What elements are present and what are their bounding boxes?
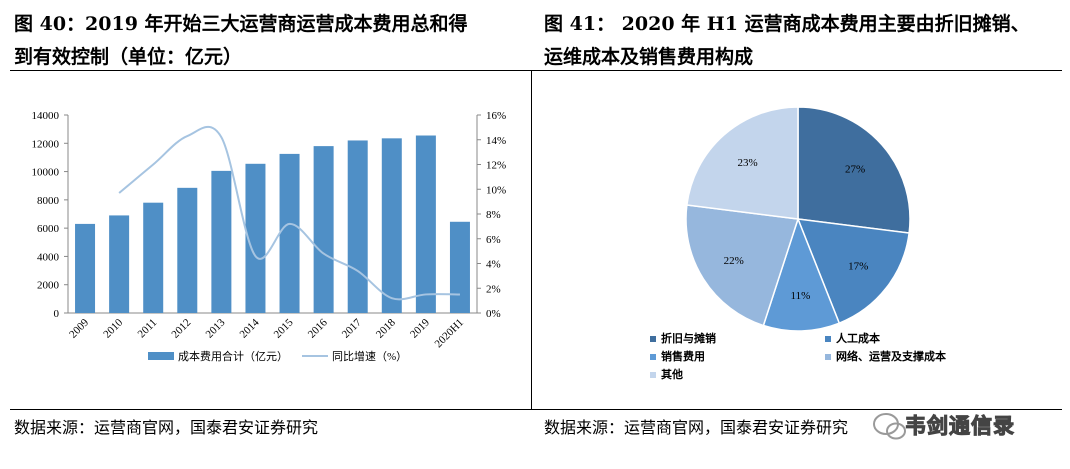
pie-legend-label: 网络、运营及支撑成本: [836, 349, 946, 363]
pie-legend-swatch: [650, 354, 656, 360]
right-title-line1: 图 41： 2020 年 H1 运营商成本费用主要由折旧摊销、: [544, 13, 1030, 35]
bottom-rule: [10, 409, 1062, 410]
wechat-icon: [873, 413, 906, 440]
x-tick-label: 2017: [340, 316, 364, 340]
bar-2013: [211, 170, 232, 313]
pie-data-label: 27%: [845, 164, 865, 176]
bar-2018: [381, 138, 402, 313]
cost-bar-line-chart: 0 2000 4000 6000 8000 10000 12000 14000 0% 2% 4% 6%…: [32, 110, 507, 363]
pie-data-label: 11%: [791, 290, 811, 302]
left-tick-label: 0: [54, 308, 60, 320]
pie-legend-swatch: [650, 336, 656, 342]
right-source-note: 数据来源：运营商官网，国泰君安证券研究: [544, 418, 849, 437]
pie-legend-swatch: [650, 372, 656, 378]
pie-data-label: 23%: [738, 157, 758, 169]
x-tick-label: 2016: [306, 316, 330, 340]
legend-bar-swatch: [148, 352, 174, 360]
bar-2012: [177, 187, 198, 313]
bar-2009: [75, 223, 96, 313]
right-tick-label: 0%: [486, 308, 501, 320]
pie-legend-swatch: [825, 354, 831, 360]
left-figure-title: 图 40：2019 年开始三大运营商运营成本费用总和得 到有效控制（单位：亿元）: [14, 8, 524, 74]
pie-legend-label: 人工成本: [836, 331, 880, 345]
left-tick-label: 14000: [32, 110, 60, 122]
right-title-line2: 运维成本及销售费用构成: [544, 46, 754, 68]
left-source-note: 数据来源：运营商官网，国泰君安证券研究: [14, 418, 319, 437]
right-tick-label: 10%: [486, 184, 506, 196]
legend-bar-label: 成本费用合计（亿元）: [178, 349, 288, 363]
x-tick-label: 2009: [67, 316, 91, 340]
x-tick-label: 2012: [169, 317, 193, 341]
legend-line-label: 同比增速（%）: [332, 349, 407, 363]
pie-data-label: 22%: [724, 255, 744, 267]
right-figure-title: 图 41： 2020 年 H1 运营商成本费用主要由折旧摊销、 运维成本及销售费…: [544, 8, 1064, 74]
watermark-text: 韦剑通信录: [905, 414, 1015, 439]
pie-slice-4: [685, 204, 799, 327]
growth-rate-line: [118, 125, 460, 301]
left-tick-label: 4000: [37, 251, 60, 263]
left-title-line1: 图 40：2019 年开始三大运营商运营成本费用总和得: [14, 13, 468, 35]
x-tick-label: 2015: [272, 316, 296, 340]
right-tick-label: 8%: [486, 209, 501, 221]
pie-legend-label: 其他: [661, 367, 683, 381]
pie-legend-label: 折旧与摊销: [661, 331, 716, 345]
pie-data-label: 17%: [848, 261, 868, 273]
bar-2019: [415, 135, 436, 313]
pie-slice-1: [797, 106, 911, 234]
bar-2016: [313, 146, 334, 313]
left-tick-label: 6000: [37, 223, 60, 235]
right-tick-label: 6%: [486, 234, 501, 246]
right-tick-label: 2%: [486, 283, 501, 295]
x-tick-label: 2019: [408, 316, 432, 340]
pie-slice-3: [762, 216, 841, 332]
bar-2011: [143, 202, 164, 313]
x-tick-label: 2018: [374, 316, 398, 340]
right-tick-label: 14%: [486, 135, 506, 147]
x-tick-label: 2020H1: [433, 317, 467, 351]
bar-2010: [109, 215, 130, 313]
x-tick-label: 2013: [203, 316, 227, 340]
bar-2014: [245, 163, 266, 313]
right-tick-label: 4%: [486, 259, 501, 271]
pie-slice-5: [686, 106, 799, 220]
left-tick-label: 8000: [37, 195, 60, 207]
pie-slice-2: [796, 218, 910, 325]
bar-2020H1: [449, 221, 470, 313]
pie-legend-label: 销售费用: [661, 349, 705, 363]
bar-2017: [347, 140, 368, 313]
pie-legend-swatch: [825, 336, 831, 342]
x-tick-label: 2014: [238, 316, 262, 340]
left-tick-label: 10000: [32, 167, 60, 179]
x-tick-label: 2010: [101, 316, 125, 340]
right-tick-label: 16%: [486, 110, 506, 122]
top-rule: [10, 70, 1062, 71]
right-tick-label: 12%: [486, 160, 506, 172]
x-tick-label: 2011: [136, 317, 160, 341]
bar-2015: [279, 153, 300, 313]
left-tick-label: 2000: [37, 280, 60, 292]
left-title-line2: 到有效控制（单位：亿元）: [14, 46, 243, 68]
left-tick-label: 12000: [32, 138, 60, 150]
panel-divider: [531, 70, 532, 409]
